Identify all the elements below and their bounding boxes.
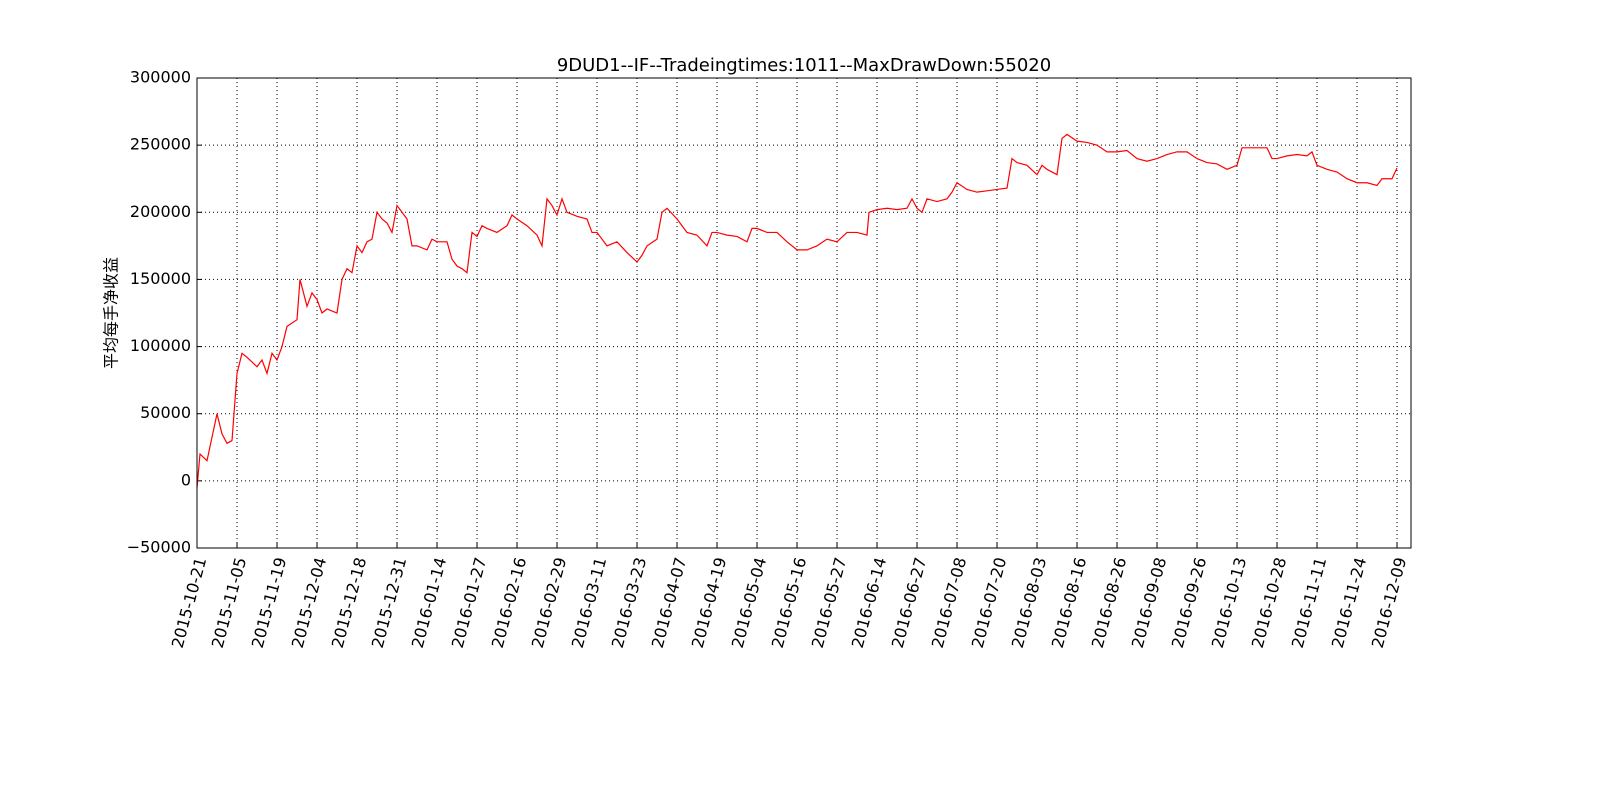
data-line: [196, 133, 1398, 488]
y-tick-label: 250000: [130, 135, 191, 154]
y-tick-label: 100000: [130, 336, 191, 355]
y-tick-label: 50000: [140, 403, 191, 422]
x-tick-label: 2016-07-08: [928, 555, 970, 650]
x-tick-label: 2015-12-31: [368, 555, 410, 650]
x-tick-label: 2016-10-28: [1248, 555, 1290, 650]
x-tick-label: 2015-10-21: [168, 555, 210, 650]
y-tick-label: 150000: [130, 269, 191, 288]
x-tick-label: 2016-08-26: [1088, 555, 1130, 650]
x-tick-label: 2016-05-04: [728, 555, 770, 650]
x-tick-label: 2016-06-27: [888, 555, 930, 650]
x-tick-label: 2016-05-27: [808, 555, 850, 650]
y-axis-label: 平均每手净收益: [102, 257, 121, 369]
x-tick-label: 2016-02-16: [488, 555, 530, 650]
x-tick-label: 2016-02-29: [528, 555, 570, 650]
y-tick-label: 300000: [130, 68, 191, 87]
y-tick-label: −50000: [127, 538, 191, 557]
x-tick-label: 2016-04-07: [648, 555, 690, 650]
x-tick-label: 2015-12-18: [328, 555, 370, 650]
x-tick-label: 2016-10-13: [1208, 555, 1250, 650]
x-tick-label: 2016-12-09: [1368, 555, 1410, 650]
x-tick-label: 2015-11-05: [208, 555, 250, 650]
x-tick-label: 2016-11-24: [1328, 555, 1370, 650]
x-tick-label: 2016-09-26: [1168, 555, 1210, 650]
x-tick-label: 2016-03-23: [608, 555, 650, 650]
y-tick-label: 200000: [130, 202, 191, 221]
x-tick-label: 2016-11-11: [1288, 555, 1330, 650]
x-tick-label: 2016-04-19: [688, 555, 730, 650]
x-tick-label: 2016-08-16: [1048, 555, 1090, 650]
x-tick-label: 2016-09-08: [1128, 555, 1170, 650]
x-tick-label: 2016-07-20: [968, 555, 1010, 650]
chart-title: 9DUD1--IF--Tradeingtimes:1011--MaxDrawDo…: [557, 55, 1051, 76]
plot-frame: [196, 77, 1412, 549]
x-tick-label: 2015-11-19: [248, 555, 290, 650]
x-tick-label: 2016-08-03: [1008, 555, 1050, 650]
x-tick-label: 2016-06-14: [848, 555, 890, 650]
x-tick-label: 2016-03-11: [568, 555, 610, 650]
y-tick-label: 0: [181, 470, 191, 489]
x-tick-label: 2016-05-16: [768, 555, 810, 650]
x-tick-label: 2016-01-14: [408, 555, 450, 650]
x-tick-label: 2015-12-04: [288, 555, 330, 650]
x-tick-label: 2016-01-27: [448, 555, 490, 650]
